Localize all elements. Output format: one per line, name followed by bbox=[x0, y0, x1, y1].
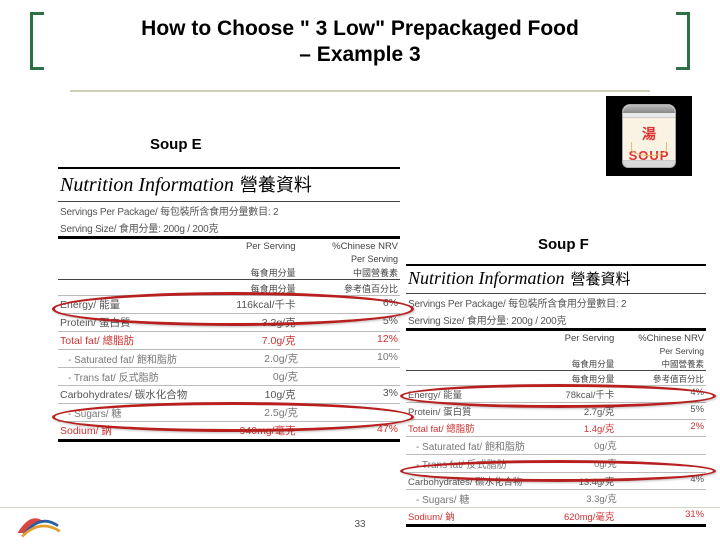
title-line2: – Example 3 bbox=[30, 42, 690, 68]
row-pct: 4% bbox=[614, 474, 704, 488]
row-pct: 3% bbox=[296, 387, 398, 402]
title-line1: How to Choose " 3 Low" Prepackaged Food bbox=[30, 16, 690, 42]
row-pct: 5% bbox=[296, 315, 398, 330]
row-name: Carbohydrates/ 碳水化合物 bbox=[408, 474, 525, 488]
row-name: Sodium/ 鈉 bbox=[60, 423, 193, 438]
row-value: 1.4g/克 bbox=[525, 421, 615, 435]
row-name: Sodium/ 鈉 bbox=[408, 509, 525, 523]
row-value: 2.5g/克 bbox=[198, 405, 298, 420]
title-underline bbox=[70, 90, 650, 92]
panel-e-meta1: Servings Per Package/ 每包裝所含食用分量數目: 2 bbox=[58, 202, 400, 219]
row-pct: 2% bbox=[614, 421, 704, 435]
soup-e-label: Soup E bbox=[150, 136, 202, 153]
row-pct bbox=[617, 456, 704, 471]
row-name: Total fat/ 總脂肪 bbox=[60, 333, 193, 348]
row-pct: 12% bbox=[296, 333, 398, 348]
table-row: Carbohydrates/ 碳水化合物13.4g/克4% bbox=[406, 472, 706, 489]
table-row: Energy/ 能量78kcal/千卡4% bbox=[406, 385, 706, 402]
table-row: - Sugars/ 糖3.3g/克 bbox=[406, 489, 706, 507]
row-name: - Saturated fat/ 飽和脂肪 bbox=[60, 351, 198, 366]
row-value: 940mg/毫克 bbox=[193, 423, 295, 438]
col-nrv: %Chinese NRV bbox=[296, 241, 398, 252]
table-row: - Trans fat/ 反式脂肪0g/克 bbox=[406, 454, 706, 472]
row-value: 116kcal/千卡 bbox=[193, 297, 295, 312]
row-value: 7.0g/克 bbox=[193, 333, 295, 348]
panel-f-header-cn: 營養資料 bbox=[571, 268, 631, 289]
row-name: Protein/ 蛋白質 bbox=[60, 315, 193, 330]
row-pct: 5% bbox=[614, 404, 704, 418]
row-name: - Saturated fat/ 飽和脂肪 bbox=[408, 438, 529, 453]
panel-e-header-en: Nutrition Information bbox=[60, 174, 234, 197]
page-title: How to Choose " 3 Low" Prepackaged Food … bbox=[30, 12, 690, 69]
panel-f-header-en: Nutrition Information bbox=[408, 268, 565, 289]
row-value: 3.3g/克 bbox=[529, 491, 616, 506]
table-row: Total fat/ 總脂肪1.4g/克2% bbox=[406, 419, 706, 436]
panel-e-meta2: Serving Size/ 食用分量: 200g / 200克 bbox=[58, 219, 400, 236]
table-row: Protein/ 蛋白質3.2g/克5% bbox=[58, 313, 400, 331]
row-pct: 47% bbox=[296, 423, 398, 438]
row-pct bbox=[298, 369, 398, 384]
title-bar: How to Choose " 3 Low" Prepackaged Food … bbox=[30, 12, 690, 72]
soup-f-label: Soup F bbox=[538, 236, 589, 253]
row-name: Total fat/ 總脂肪 bbox=[408, 421, 525, 435]
col-per-serving: Per Serving bbox=[193, 241, 295, 252]
row-value: 2.7g/克 bbox=[525, 404, 615, 418]
row-name: Energy/ 能量 bbox=[60, 297, 193, 312]
table-row: - Sugars/ 糖2.5g/克 bbox=[58, 403, 400, 421]
row-pct: 31% bbox=[614, 509, 704, 523]
table-row: - Trans fat/ 反式脂肪0g/克 bbox=[58, 367, 400, 385]
bracket-right-icon bbox=[676, 12, 690, 70]
panel-f-meta1: Servings Per Package/ 每包裝所含食用分量數目: 2 bbox=[406, 294, 706, 311]
row-pct: 4% bbox=[614, 387, 704, 401]
row-pct: 6% bbox=[296, 297, 398, 312]
row-pct: 10% bbox=[298, 351, 398, 366]
table-row: Sodium/ 鈉620mg/毫克31% bbox=[406, 507, 706, 524]
row-pct bbox=[617, 491, 704, 506]
row-value: 78kcal/千卡 bbox=[525, 387, 615, 401]
row-value: 0g/克 bbox=[198, 369, 298, 384]
row-pct bbox=[617, 438, 704, 453]
row-value: 0g/克 bbox=[529, 438, 616, 453]
logo-icon bbox=[12, 506, 68, 542]
footer-line bbox=[0, 507, 720, 508]
panel-e-header-cn: 營養資料 bbox=[240, 171, 312, 197]
table-row: - Saturated fat/ 飽和脂肪0g/克 bbox=[406, 436, 706, 454]
table-row: - Saturated fat/ 飽和脂肪2.0g/克10% bbox=[58, 349, 400, 367]
row-name: - Sugars/ 糖 bbox=[408, 491, 529, 506]
row-value: 10g/克 bbox=[193, 387, 295, 402]
row-value: 2.0g/克 bbox=[198, 351, 298, 366]
row-name: - Trans fat/ 反式脂肪 bbox=[60, 369, 198, 384]
soup-can-image: 湯 SOUP bbox=[606, 96, 692, 176]
row-value: 620mg/毫克 bbox=[525, 509, 615, 523]
row-value: 0g/克 bbox=[529, 456, 616, 471]
row-name: Energy/ 能量 bbox=[408, 387, 525, 401]
table-row: Protein/ 蛋白質2.7g/克5% bbox=[406, 402, 706, 419]
nutrition-panel-f: Nutrition Information 營養資料 Servings Per … bbox=[406, 264, 706, 527]
table-row: Sodium/ 鈉940mg/毫克47% bbox=[58, 421, 400, 439]
can-cjk: 湯 bbox=[623, 118, 675, 144]
row-name: - Sugars/ 糖 bbox=[60, 405, 198, 420]
row-name: - Trans fat/ 反式脂肪 bbox=[408, 456, 529, 471]
row-name: Protein/ 蛋白質 bbox=[408, 404, 525, 418]
row-value: 13.4g/克 bbox=[525, 474, 615, 488]
table-row: Energy/ 能量116kcal/千卡6% bbox=[58, 295, 400, 313]
row-name: Carbohydrates/ 碳水化合物 bbox=[60, 387, 193, 402]
row-pct bbox=[298, 405, 398, 420]
table-row: Carbohydrates/ 碳水化合物10g/克3% bbox=[58, 385, 400, 403]
table-row: Total fat/ 總脂肪7.0g/克12% bbox=[58, 331, 400, 349]
panel-f-meta2: Serving Size/ 食用分量: 200g / 200克 bbox=[406, 311, 706, 328]
row-value: 3.2g/克 bbox=[193, 315, 295, 330]
nutrition-panel-e: Nutrition Information 營養資料 Servings Per … bbox=[58, 167, 400, 442]
page-number: 33 bbox=[354, 519, 365, 530]
bracket-left-icon bbox=[30, 12, 44, 70]
